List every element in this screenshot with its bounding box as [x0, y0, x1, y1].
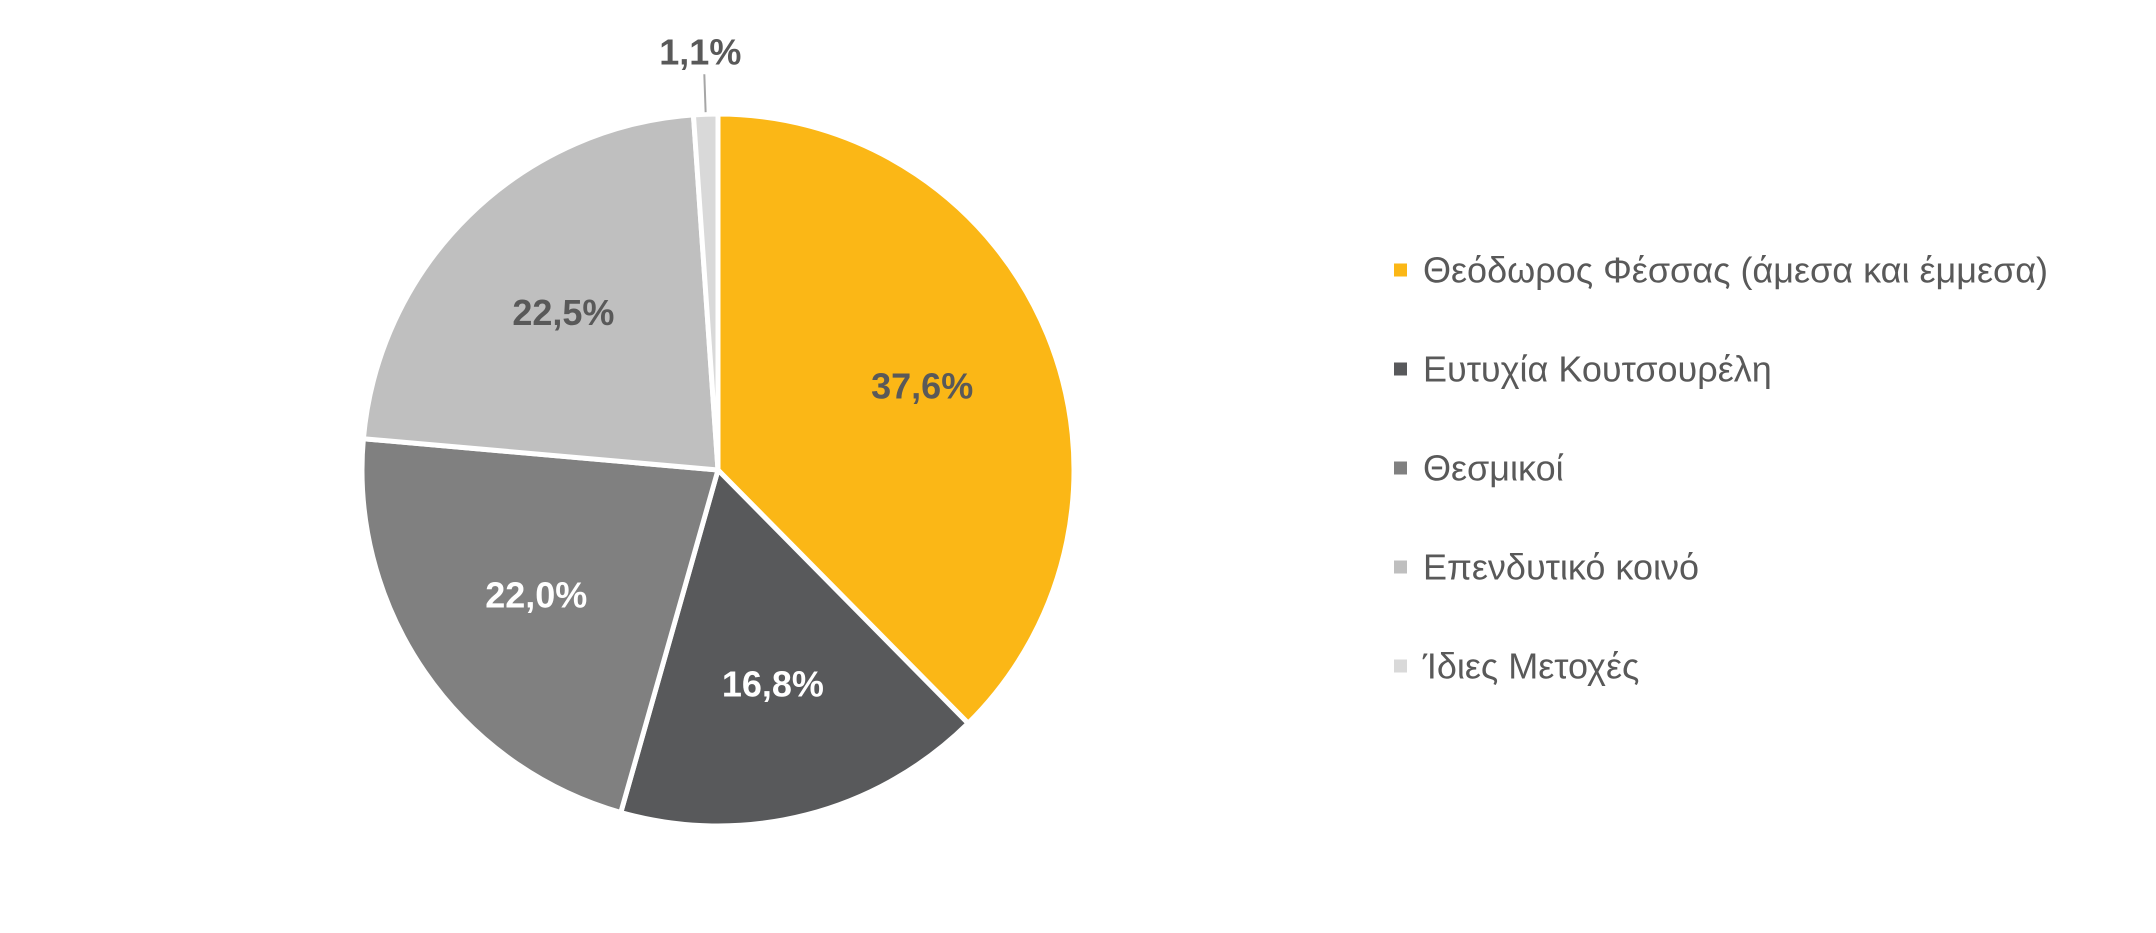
legend: Θεόδωρος Φέσσας (άμεσα και έμμεσα) Ευτυχί…	[1394, 250, 2048, 687]
legend-label-4: Ίδιες Μετοχές	[1422, 646, 1639, 687]
legend-item-3: Επενδυτικό κοινό	[1394, 547, 1699, 588]
pie-slice-2	[359, 436, 721, 815]
legend-swatch-2	[1394, 461, 1407, 475]
legend-item-2: Θεσμικοί	[1394, 448, 1564, 489]
legend-item-0: Θεόδωρος Φέσσας (άμεσα και έμμεσα)	[1394, 250, 2048, 291]
pie-slice-4	[690, 111, 721, 473]
slice-leader-line-4	[703, 74, 707, 113]
legend-label-2: Θεσμικοί	[1423, 448, 1564, 489]
slice-value-label-4: 1,1%	[659, 32, 741, 73]
pie-slice-3	[360, 112, 721, 473]
slice-value-label-0: 37,6%	[871, 366, 973, 407]
legend-swatch-3	[1394, 560, 1407, 574]
pie-slice-1	[618, 467, 971, 829]
legend-item-1: Ευτυχία Κουτσουρέλη	[1394, 349, 1772, 390]
pie-slice-0	[715, 111, 1077, 726]
slice-value-label-2: 22,0%	[485, 575, 587, 616]
slices-group	[359, 111, 1077, 829]
legend-label-3: Επενδυτικό κοινό	[1423, 547, 1699, 588]
legend-swatch-4	[1394, 659, 1407, 673]
legend-item-4: Ίδιες Μετοχές	[1394, 646, 1639, 687]
slice-value-label-1: 16,8%	[722, 663, 824, 704]
slice-labels-group: 37,6% 16,8% 22,0% 22,5% 1,1%	[485, 32, 973, 705]
legend-label-0: Θεόδωρος Φέσσας (άμεσα και έμμεσα)	[1423, 250, 2048, 291]
legend-swatch-1	[1394, 362, 1407, 376]
legend-label-1: Ευτυχία Κουτσουρέλη	[1423, 349, 1772, 390]
slice-value-label-3: 22,5%	[512, 292, 614, 333]
legend-swatch-0	[1394, 263, 1407, 277]
